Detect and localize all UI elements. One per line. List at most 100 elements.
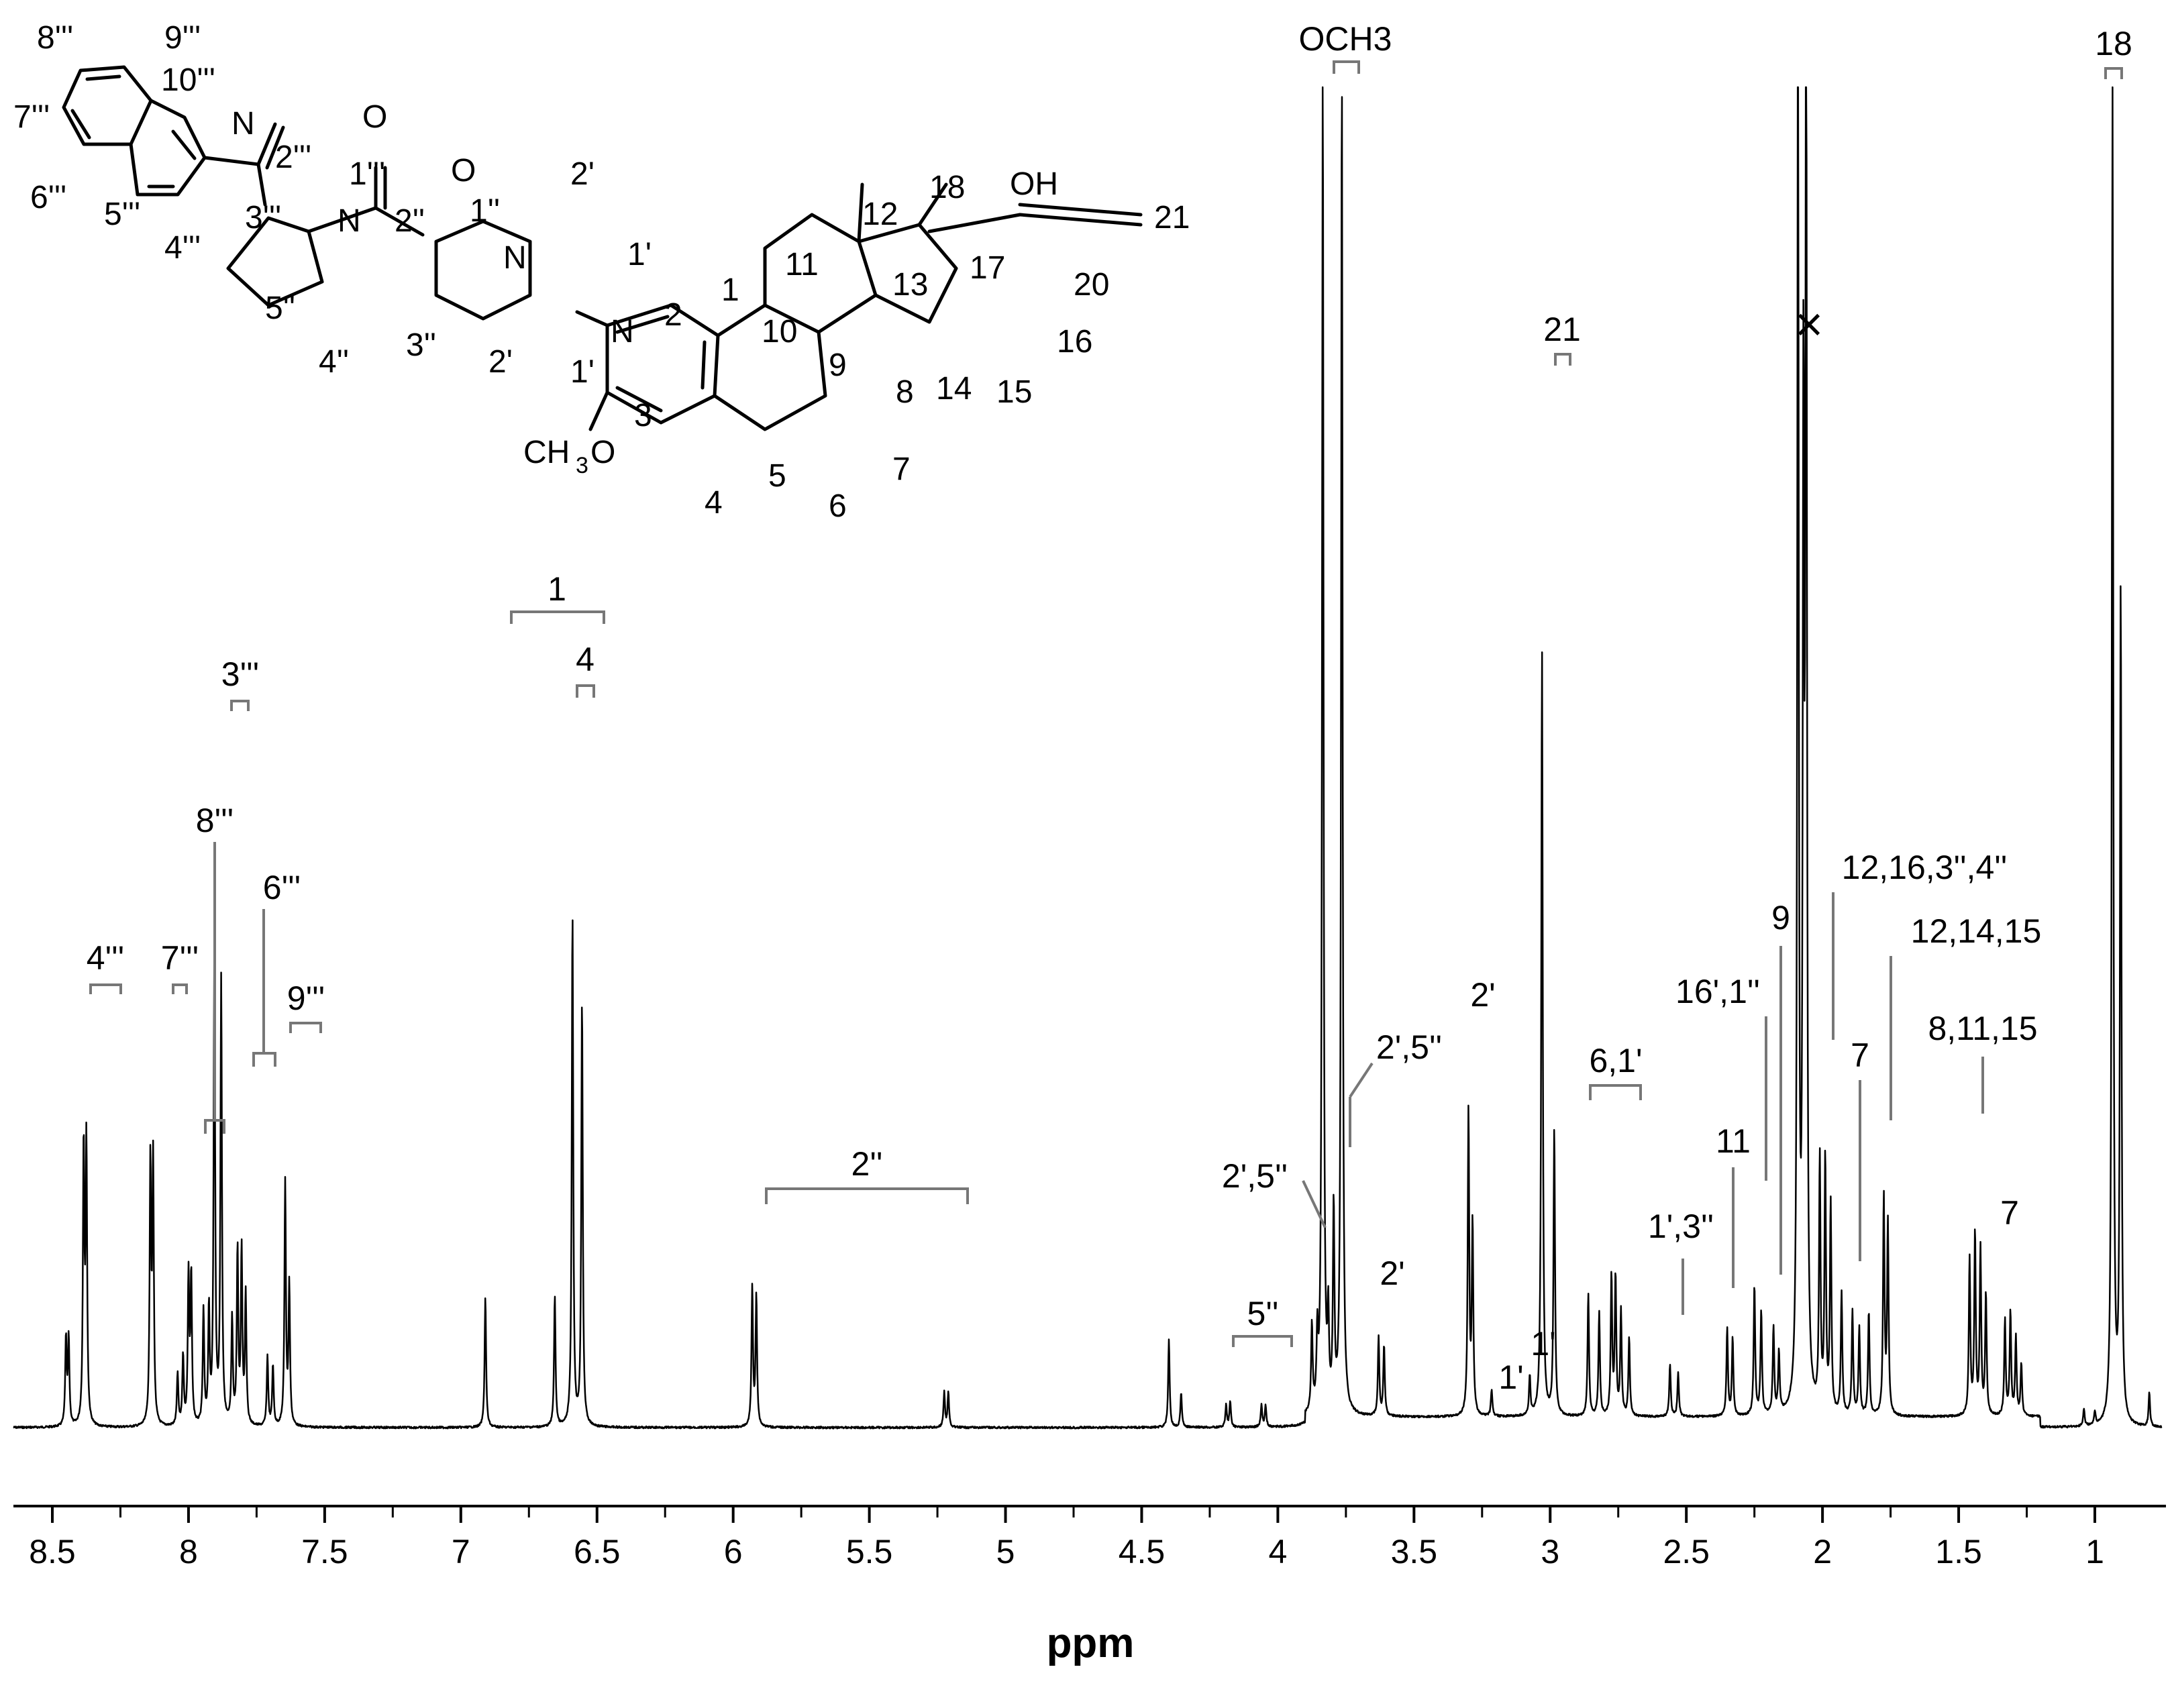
mol-1ppp: 1''' [349, 156, 385, 192]
mol-2: 2 [664, 297, 682, 333]
x-tick-label: 5.5 [846, 1533, 893, 1570]
bond-oh [917, 182, 948, 227]
x-tick-label: 6 [724, 1533, 743, 1570]
mol-4ppp: 4''' [164, 230, 201, 266]
label-5pp: 5'' [1247, 1295, 1279, 1332]
bracket-6ppp [252, 1052, 276, 1067]
bracket-1 [510, 610, 605, 624]
label-2pp: 2'' [851, 1145, 883, 1183]
x-tick-label: 7 [452, 1533, 470, 1570]
bond-ethynyl2 [1018, 203, 1143, 217]
bond-carbonyl1 [203, 156, 260, 166]
x-axis-label: ppm [1047, 1620, 1135, 1666]
x-tick-label: 4 [1268, 1533, 1287, 1570]
bond-d6 [701, 340, 707, 390]
label-9: 9 [1771, 899, 1790, 937]
mol-14: 14 [936, 371, 972, 407]
x-tick-label: 8 [179, 1533, 198, 1570]
label-1: 1 [548, 570, 566, 608]
mol-n1: N [231, 106, 255, 142]
mol-9ppp: 9''' [164, 20, 201, 56]
label-och3: OCH3 [1299, 20, 1392, 58]
label-6-1p: 6,1' [1589, 1042, 1642, 1079]
mol-ch3o-sub: 3 [576, 453, 588, 478]
mol-5ppp: 5''' [104, 197, 140, 232]
bond-ethynyl1 [927, 213, 1022, 233]
label-16p1pp: 16',1'' [1675, 973, 1760, 1010]
bracket-3ppp [230, 700, 250, 711]
label-2p5pp-right: 2',5'' [1376, 1028, 1442, 1066]
mol-ch3o-ch: CH [523, 435, 570, 470]
label-21: 21 [1543, 311, 1581, 348]
peak-annotations: 4''' 7''' 8''' 3''' 6''' 9''' 1 4 2'' 5'… [87, 20, 2132, 1396]
label-7ppp: 7''' [161, 939, 199, 977]
label-2p-small: 2' [1380, 1255, 1404, 1292]
mol-9: 9 [829, 348, 847, 383]
mol-2ppp: 2''' [275, 140, 311, 175]
x-tick-label: 1 [2085, 1533, 2104, 1570]
label-12-14-15: 12,14,15 [1911, 912, 2042, 950]
bond-co1 [256, 122, 277, 166]
mol-3pp: 3'' [406, 327, 436, 363]
label-1p-a: 1' [1498, 1358, 1523, 1396]
label-4: 4 [576, 641, 594, 678]
bracket-21 [1554, 353, 1571, 366]
bond-d7 [615, 386, 663, 413]
label-solvent-x: × [1795, 298, 1823, 352]
mol-n4: N [611, 314, 634, 350]
mol-4: 4 [705, 485, 723, 521]
bond-n-pyr [256, 162, 267, 207]
mol-7ppp: 7''' [13, 99, 50, 135]
x-tick-label: 2 [1813, 1533, 1832, 1570]
mol-1p-bot: 1' [570, 354, 594, 390]
molecule-structure [62, 65, 1143, 431]
mol-5pp: 5'' [265, 290, 295, 326]
mol-4pp: 4'' [319, 344, 349, 380]
label-12-16-3pp-4pp: 12,16,3'',4'' [1842, 849, 2008, 886]
bracket-5pp [1232, 1335, 1293, 1347]
mol-n2: N [338, 203, 361, 239]
mol-8: 8 [896, 374, 914, 410]
label-8-11-15: 8,11,15 [1928, 1010, 2037, 1047]
bond-d2 [70, 109, 91, 140]
spectrum [13, 86, 2163, 1430]
bond-c18 [857, 182, 864, 244]
bracket-4 [576, 684, 595, 698]
mol-2p-bot: 2' [488, 344, 513, 380]
label-2p5pp-left: 2',5'' [1222, 1157, 1288, 1195]
mol-o1: O [362, 99, 387, 135]
x-tick-label: 8.5 [29, 1533, 76, 1570]
piperazine-ring [434, 219, 532, 321]
bracket-och3 [1333, 60, 1360, 74]
label-1p3pp: 1',3'' [1648, 1208, 1714, 1245]
mol-n3: N [503, 240, 527, 276]
steroid-d-ring [857, 223, 958, 324]
mol-3: 3 [634, 398, 652, 433]
mol-11: 11 [785, 247, 819, 282]
x-tick-label: 3.5 [1391, 1533, 1438, 1570]
mol-5: 5 [768, 458, 786, 494]
bond-d4 [171, 129, 197, 160]
bond-d1 [85, 74, 121, 81]
mol-15: 15 [996, 374, 1032, 410]
steroid-b-ring [713, 303, 827, 431]
mol-12: 12 [862, 197, 898, 232]
bond-co1b [265, 125, 285, 170]
leader-2p5pp-right-diag [1349, 1062, 1374, 1098]
label-9ppp: 9''' [287, 979, 325, 1017]
x-tick-label: 2.5 [1663, 1533, 1710, 1570]
bracket-18 [2104, 67, 2123, 79]
bond-c2pp [307, 206, 378, 233]
label-4ppp: 4''' [87, 939, 124, 977]
label-7a: 7 [1851, 1036, 1869, 1074]
spectrum-line [13, 86, 2163, 1430]
label-1p-b: 1' [1531, 1325, 1555, 1363]
mol-6: 6 [829, 488, 847, 524]
bracket-4ppp [89, 983, 122, 994]
label-7b: 7 [2000, 1194, 2019, 1232]
bond-n-ar [575, 310, 609, 327]
bond-ethynyl3 [1018, 213, 1143, 227]
bond-c1pp [374, 206, 425, 237]
quinoline-pyridine-ring [129, 99, 207, 197]
bracket-8ppp [204, 1119, 225, 1134]
